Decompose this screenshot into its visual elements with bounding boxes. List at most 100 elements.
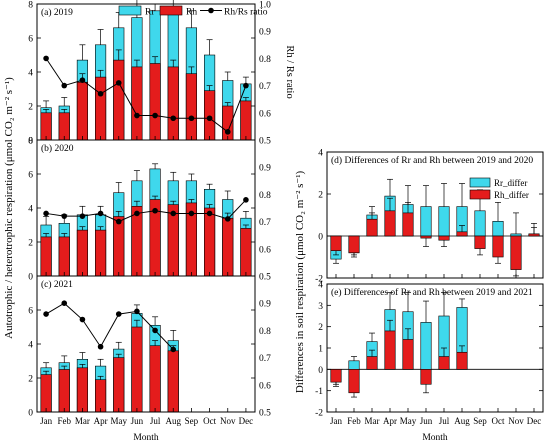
y-tick-label: -2 — [315, 409, 323, 419]
right-y-axis-title: Rh / Rs ratio — [284, 45, 295, 98]
rr-bar — [420, 322, 432, 370]
ratio-point — [170, 346, 177, 353]
panel-a: 0 2 4 6 8 0.5 0.6 0.7 0.8 0.9 1.0 (a) 2019 Rr Rh Rh/Rs… — [28, 0, 271, 147]
x-tick-label: May — [111, 416, 128, 426]
legend-label-rr-differ: Rr_differ — [494, 178, 527, 188]
rh-bar — [95, 229, 107, 277]
y-tick-label: 2 — [318, 191, 323, 201]
ratio-tick-label: 0.5 — [259, 409, 271, 419]
y-tick-label: 4 — [318, 149, 323, 159]
rh-bar — [76, 229, 88, 277]
x-tick-label: Nov — [220, 416, 236, 426]
ratio-tick-label: 0.6 — [259, 109, 271, 119]
y-tick-label: -2 — [315, 275, 323, 285]
rh-bar — [384, 210, 396, 237]
diff-y-axis-title: Differences in soil respiration (μmol CO… — [294, 170, 306, 393]
x-tick-label: Sep — [473, 416, 487, 426]
x-tick-label: May — [400, 416, 417, 426]
left-y-axis-title-group: Autotrophic / heterotrophic respiration … — [3, 77, 15, 339]
right-y-axis-title-group: Rh / Rs ratio — [284, 45, 295, 98]
panel-label: (e) Differences of Rr and Rh between 201… — [331, 287, 533, 298]
legend-swatch-rh-differ — [469, 189, 491, 200]
y-tick-label: 3 — [318, 302, 323, 312]
x-tick-label: Dec — [239, 416, 254, 426]
ratio-point — [43, 210, 49, 217]
rh-bar — [348, 369, 360, 394]
legend-d: Rr_differ Rh_differ — [469, 177, 529, 200]
rr-bar — [492, 221, 504, 237]
ratio-line — [46, 199, 247, 223]
x-tick-label: Mar — [75, 416, 90, 426]
y-tick-label: 0 — [28, 137, 33, 147]
ratio-point — [79, 77, 86, 83]
x-tick-label: Mar — [365, 416, 380, 426]
ratio-tick-label: 0.7 — [259, 354, 271, 364]
rh-bar — [474, 235, 486, 249]
rh-bar — [456, 351, 468, 370]
ratio-point — [152, 327, 158, 334]
legend-label-ratio: Rh/Rs ratio — [224, 8, 268, 18]
rh-bar — [528, 233, 540, 237]
rh-bar — [95, 76, 107, 141]
legend-label-rh-differ: Rh_differ — [494, 190, 529, 200]
y-tick-label: 2 — [318, 323, 323, 333]
rh-bar — [58, 369, 70, 413]
ratio-point — [134, 210, 140, 217]
panel-label: (a) 2019 — [41, 7, 73, 18]
ratio-tick-label: 0.8 — [259, 327, 271, 337]
rh-bar — [149, 63, 161, 141]
x-tick-label: Jun — [131, 416, 144, 426]
rh-bar — [167, 350, 179, 413]
x-axis-title: Month — [422, 433, 448, 443]
rh-bar — [240, 228, 252, 277]
plot-frame — [36, 275, 256, 413]
rh-bar — [348, 235, 360, 254]
ratio-tick-label: 0.5 — [259, 273, 271, 283]
ratio-point — [43, 311, 49, 317]
y-tick-label: 0 — [28, 273, 33, 283]
ratio-line — [45, 302, 174, 350]
ratio-point — [61, 82, 68, 89]
x-tick-label: Aug — [454, 416, 470, 426]
ratio-tick-label: 0.9 — [259, 28, 271, 38]
rh-bar — [167, 66, 179, 141]
rh-bar — [438, 356, 450, 370]
rh-bar — [402, 212, 414, 237]
ratio-tick-label: 0.5 — [259, 137, 271, 147]
ratio-tick-label: 0.8 — [259, 55, 271, 65]
rh-bar — [58, 236, 70, 277]
x-tick-label: Aug — [166, 416, 182, 426]
rh-bar — [131, 326, 143, 413]
rh-bar — [384, 330, 396, 370]
x-tick-label: Jan — [40, 416, 52, 426]
y-tick-label: 2 — [28, 103, 33, 113]
ratio-point — [170, 210, 177, 217]
x-tick-label: Dec — [527, 416, 542, 426]
diff-y-axis-title-group: Differences in soil respiration (μmol CO… — [294, 170, 306, 393]
y-tick-label: 6 — [28, 307, 33, 317]
ratio-tick-label: 0.7 — [259, 82, 271, 92]
y-tick-label: 2 — [28, 375, 33, 385]
legend-a: Rr Rh Rh/Rs ratio — [118, 5, 268, 18]
legend-marker-ratio — [208, 7, 214, 14]
ratio-point — [61, 213, 68, 219]
ratio-point — [188, 115, 195, 122]
y-tick-label: -1 — [315, 387, 323, 397]
rh-bar — [204, 207, 216, 277]
x-tick-label: Jan — [330, 416, 342, 426]
y-tick-label: 2 — [28, 239, 33, 249]
rh-bar — [76, 367, 88, 413]
rh-bar — [492, 235, 504, 258]
ratio-tick-label: 0.7 — [259, 218, 271, 228]
x-tick-label: Apr — [383, 416, 397, 426]
rh-bar — [76, 81, 88, 141]
x-tick-label: Oct — [203, 416, 216, 426]
x-tick-label: Nov — [508, 416, 524, 426]
y-tick-label: 0 — [28, 409, 33, 419]
ratio-tick-label: 0.9 — [259, 300, 271, 310]
legend-label-rr: Rr — [145, 8, 155, 18]
rr-bar — [474, 210, 486, 237]
y-tick-label: 6 — [28, 171, 33, 181]
ratio-point — [115, 311, 122, 317]
